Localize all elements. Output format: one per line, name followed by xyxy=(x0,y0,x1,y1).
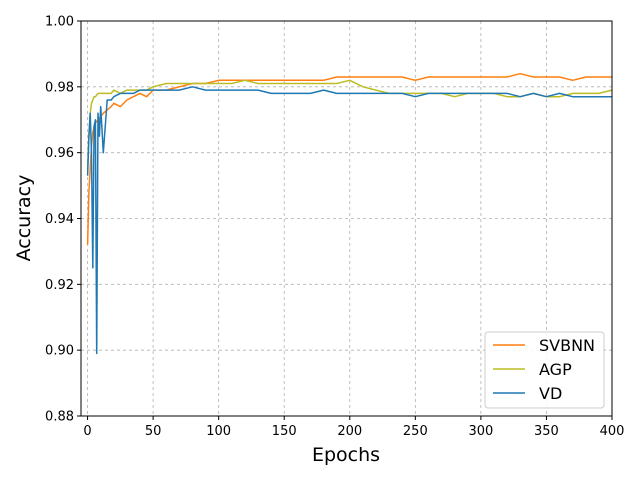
x-tick-label: 400 xyxy=(600,424,625,439)
y-tick-label: 0.96 xyxy=(45,146,74,161)
x-tick-label: 200 xyxy=(337,424,362,439)
legend: SVBNN AGP VD xyxy=(484,331,605,409)
legend-label-vd: VD xyxy=(539,384,562,403)
series-line-vd xyxy=(86,86,612,355)
y-tick-label: 0.94 xyxy=(45,212,74,227)
legend-label-svbnn: SVBNN xyxy=(539,336,595,355)
x-tick-label: 250 xyxy=(403,424,428,439)
y-tick-label: 0.90 xyxy=(45,344,74,359)
x-tick-label: 350 xyxy=(534,424,559,439)
x-tick-label: 0 xyxy=(83,424,91,439)
y-tick-label: 1.00 xyxy=(45,15,74,30)
series-line-svbnn xyxy=(86,72,612,245)
x-tick-label: 150 xyxy=(272,424,297,439)
x-tick-label: 100 xyxy=(206,424,231,439)
x-axis-title: Epochs xyxy=(312,444,380,466)
legend-label-agp: AGP xyxy=(539,360,572,379)
series-lines xyxy=(86,72,613,355)
axis-ticks: 0 50 100 150 200 250 300 350 400 0.88 0.90 0.92 0.94… xyxy=(45,15,624,440)
x-tick-label: 50 xyxy=(145,424,162,439)
y-tick-label: 0.88 xyxy=(45,410,74,425)
y-tick-label: 0.92 xyxy=(45,278,74,293)
legend-box xyxy=(484,331,605,409)
y-axis-title: Accuracy xyxy=(13,175,35,262)
y-tick-label: 0.98 xyxy=(45,80,74,95)
x-tick-label: 300 xyxy=(468,424,493,439)
